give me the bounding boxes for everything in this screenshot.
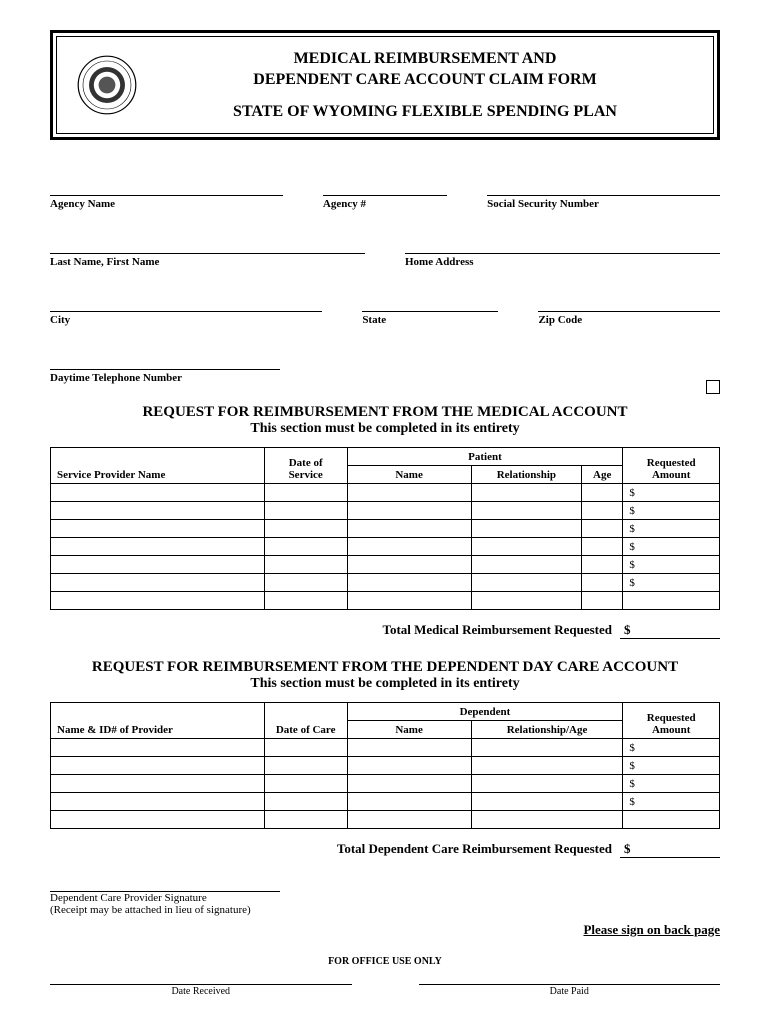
checkbox[interactable] <box>706 380 720 394</box>
row-city-state-zip: City State Zip Code <box>50 296 720 326</box>
row-name-address: Last Name, First Name Home Address <box>50 238 720 268</box>
col-age: Age <box>582 465 623 483</box>
field-home-address[interactable]: Home Address <box>405 238 720 268</box>
col-patient: Patient <box>347 447 623 465</box>
col-relationship: Relationship <box>471 465 581 483</box>
medical-section-title: REQUEST FOR REIMBURSEMENT FROM THE MEDIC… <box>50 404 720 421</box>
table-row[interactable] <box>51 810 720 828</box>
signature-label: Dependent Care Provider Signature <box>50 892 720 904</box>
office-row: Date Received Date Paid <box>50 973 720 997</box>
dependent-section-sub: This section must be completed in its en… <box>50 676 720 692</box>
col-name: Name <box>347 465 471 483</box>
table-row[interactable]: $ <box>51 774 720 792</box>
signature-line[interactable] <box>50 878 280 892</box>
table-row[interactable]: $ <box>51 537 720 555</box>
medical-total: Total Medical Reimbursement Requested $ <box>50 622 720 639</box>
field-daytime-phone[interactable]: Daytime Telephone Number <box>50 354 280 384</box>
medical-section-sub: This section must be completed in its en… <box>50 421 720 437</box>
dep-col-amount: Requested Amount <box>623 702 720 738</box>
table-row[interactable]: $ <box>51 792 720 810</box>
field-ssn[interactable]: Social Security Number <box>487 180 720 210</box>
sign-back-note: Please sign on back page <box>50 922 720 938</box>
table-row[interactable] <box>51 591 720 609</box>
table-row[interactable]: $ <box>51 555 720 573</box>
table-row[interactable]: $ <box>51 738 720 756</box>
table-row[interactable]: $ <box>51 756 720 774</box>
col-amount: Requested Amount <box>623 447 720 483</box>
dep-col-date: Date of Care <box>264 702 347 738</box>
dep-col-provider: Name & ID# of Provider <box>51 702 265 738</box>
field-last-first[interactable]: Last Name, First Name <box>50 238 365 268</box>
col-date: Date of Service <box>264 447 347 483</box>
form-subtitle: STATE OF WYOMING FLEXIBLE SPENDING PLAN <box>157 103 693 121</box>
signature-note: (Receipt may be attached in lieu of sign… <box>50 904 720 916</box>
dep-col-dependent: Dependent <box>347 702 623 720</box>
dependent-section-title: REQUEST FOR REIMBURSEMENT FROM THE DEPEN… <box>50 659 720 676</box>
field-city[interactable]: City <box>50 296 322 326</box>
form-title-2: DEPENDENT CARE ACCOUNT CLAIM FORM <box>157 70 693 91</box>
field-zip[interactable]: Zip Code <box>538 296 720 326</box>
medical-table: Service Provider Name Date of Service Pa… <box>50 447 720 610</box>
table-row[interactable]: $ <box>51 483 720 501</box>
signature-block: Dependent Care Provider Signature (Recei… <box>50 878 720 916</box>
table-row[interactable]: $ <box>51 501 720 519</box>
form-title-1: MEDICAL REIMBURSEMENT AND <box>157 49 693 70</box>
dependent-table: Name & ID# of Provider Date of Care Depe… <box>50 702 720 829</box>
dep-col-name: Name <box>347 720 471 738</box>
field-state[interactable]: State <box>362 296 498 326</box>
office-use-title: FOR OFFICE USE ONLY <box>50 956 720 967</box>
field-date-received[interactable]: Date Received <box>50 973 352 997</box>
field-agency-num[interactable]: Agency # <box>323 180 447 210</box>
header-box: MEDICAL REIMBURSEMENT AND DEPENDENT CARE… <box>50 30 720 140</box>
table-row[interactable]: $ <box>51 573 720 591</box>
header-inner: MEDICAL REIMBURSEMENT AND DEPENDENT CARE… <box>56 36 714 134</box>
field-date-paid[interactable]: Date Paid <box>419 973 721 997</box>
dep-col-relage: Relationship/Age <box>471 720 623 738</box>
field-agency-name[interactable]: Agency Name <box>50 180 283 210</box>
row-agency: Agency Name Agency # Social Security Num… <box>50 180 720 210</box>
state-seal-icon <box>77 55 137 115</box>
col-provider: Service Provider Name <box>51 447 265 483</box>
table-row[interactable]: $ <box>51 519 720 537</box>
dependent-total: Total Dependent Care Reimbursement Reque… <box>50 841 720 858</box>
header-text: MEDICAL REIMBURSEMENT AND DEPENDENT CARE… <box>157 49 693 121</box>
